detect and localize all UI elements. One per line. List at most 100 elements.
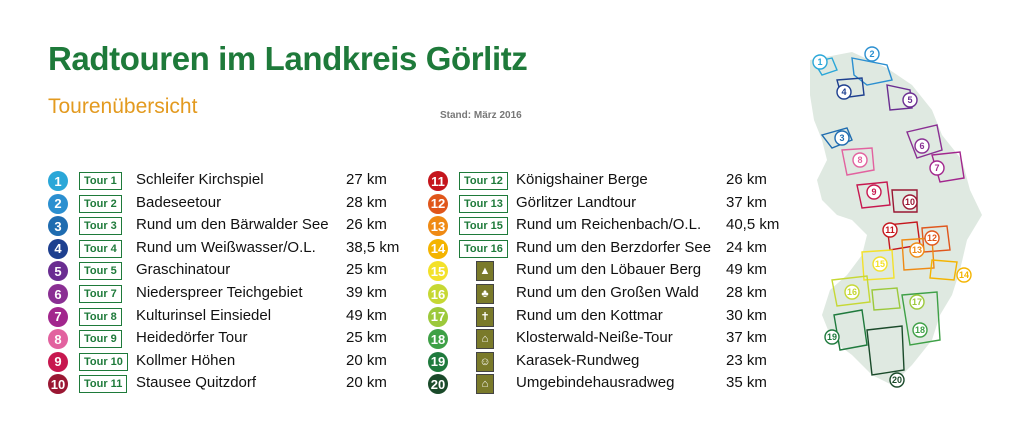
tower-symbol-icon: ▲ [476,261,494,282]
tour-row: 2 Tour 2 Badeseetour 28 km [48,193,426,215]
tour-name: Rund um den Bärwalder See [136,216,329,234]
tour-name: Karasek-Rundweg [516,351,640,369]
map-marker-label: 4 [841,87,846,97]
tour-distance: 26 km [726,171,767,188]
map-marker-label: 3 [839,133,844,143]
route-20 [866,325,905,376]
tour-distance: 49 km [726,261,767,279]
route-8 [841,147,875,176]
tour-number-badge: 11 [428,171,448,191]
map-marker-label: 10 [905,197,915,207]
tour-distance: 24 km [726,238,767,256]
tour-distance: 38,5 km [346,238,400,256]
route-9 [856,181,891,209]
tour-number-badge: 14 [428,238,448,259]
tour-name: Klosterwald-Neiße-Tour [516,329,673,347]
map-marker-circle [824,329,840,345]
tour-number-badge: 7 [48,306,68,327]
tour-distance: 25 km [346,329,387,347]
map-marker-circle [872,256,888,272]
map-marker-circle [914,138,930,154]
map-marker-label: 9 [871,187,876,197]
tour-row: 11 Tour 12 Königshainer Berge 26 km [428,170,806,192]
tour-distance: 30 km [726,306,767,324]
map-marker-label: 19 [827,332,837,342]
tour-name: Rund um Reichenbach/O.L. [516,216,702,234]
map-marker-circle [812,54,828,70]
tour-row: 10 Tour 11 Stausee Quitzdorf 20 km [48,373,426,395]
tour-number-badge: 8 [48,329,68,350]
tour-name: Kulturinsel Einsiedel [136,306,272,324]
route-13 [901,237,935,271]
tree-symbol-icon: ♣ [476,284,494,304]
tour-distance: 39 km [346,284,387,301]
tour-number-badge: 1 [48,171,68,191]
route-17 [871,287,901,311]
map-marker-label: 12 [927,233,937,243]
tour-distance: 20 km [346,351,387,369]
tour-row: 7 Tour 8 Kulturinsel Einsiedel 49 km [48,306,426,328]
tour-tag: Tour 8 [79,307,122,326]
tour-row: 12 Tour 13 Görlitzer Landtour 37 km [428,193,806,215]
route-12 [921,225,951,253]
tour-number-badge: 19 [428,351,448,372]
tour-row: 4 Tour 4 Rund um Weißwasser/O.L. 38,5 km [48,238,426,260]
tour-name: Stausee Quitzdorf [136,374,257,392]
tour-number-badge: 3 [48,216,68,237]
route-15 [861,249,895,281]
tour-distance: 40,5 km [726,216,780,234]
tour-distance: 49 km [346,306,387,324]
tour-distance: 23 km [726,351,767,369]
tour-name: Kollmer Höhen [136,351,236,369]
tour-number-badge: 17 [428,306,448,327]
map-marker-label: 8 [857,155,862,165]
map-marker-circle [836,84,852,100]
tour-number-badge: 16 [428,284,448,304]
monastery-symbol-icon: ⌂ [476,329,494,350]
route-2 [851,57,893,86]
page-subtitle: Tourenübersicht [48,95,198,118]
tour-row: 15 ▲ Rund um den Löbauer Berg 49 km [428,260,806,282]
map-marker-circle [924,230,940,246]
map-marker-circle [864,46,880,62]
tour-name: Umgebindehausradweg [516,374,675,392]
tour-number-badge: 2 [48,193,68,214]
tour-number-badge: 15 [428,261,448,282]
tour-distance: 37 km [726,193,767,211]
map-marker-circle [912,322,928,338]
tour-row: 16 ♣ Rund um den Großen Wald 28 km [428,283,806,305]
map-marker-label: 20 [892,375,902,385]
tour-row: 17 ✝ Rund um den Kottmar 30 km [428,306,806,328]
figure-symbol-icon: ☺ [476,351,494,372]
tour-distance: 25 km [346,261,387,279]
page-title: Radtouren im Landkreis Görlitz [48,40,528,77]
tour-row: 9 Tour 10 Kollmer Höhen 20 km [48,351,426,373]
map-marker-circle [852,152,868,168]
tour-row: 18 ⌂ Klosterwald-Neiße-Tour 37 km [428,328,806,350]
tour-distance: 20 km [346,374,387,392]
map-marker-circle [909,242,925,258]
map-marker-circle [866,184,882,200]
map-marker-label: 2 [869,49,874,59]
tour-name: Niederspreer Teichgebiet [136,284,303,301]
map-marker-circle [902,92,918,108]
map-marker-label: 6 [919,141,924,151]
tour-name: Rund um den Berzdorfer See [516,238,712,256]
tour-name: Rund um den Kottmar [516,306,663,324]
tour-row: 19 ☺ Karasek-Rundweg 23 km [428,351,806,373]
tour-routes [812,57,965,376]
tour-tag: Tour 12 [459,172,508,190]
map-marker-label: 18 [915,325,925,335]
tour-name: Görlitzer Landtour [516,193,637,211]
map-marker-circle [889,372,905,388]
tour-row: 20 ⌂ Umgebindehausradweg 35 km [428,373,806,395]
tour-row: 8 Tour 9 Heidedörfer Tour 25 km [48,328,426,350]
map-marker-label: 7 [934,163,939,173]
map-marker-circle [956,267,972,283]
route-18 [901,291,941,346]
route-6 [906,124,943,159]
tour-name: Rund um den Großen Wald [516,284,699,301]
tour-distance: 27 km [346,171,387,188]
tour-name: Heidedörfer Tour [136,329,248,347]
tour-distance: 35 km [726,374,767,392]
